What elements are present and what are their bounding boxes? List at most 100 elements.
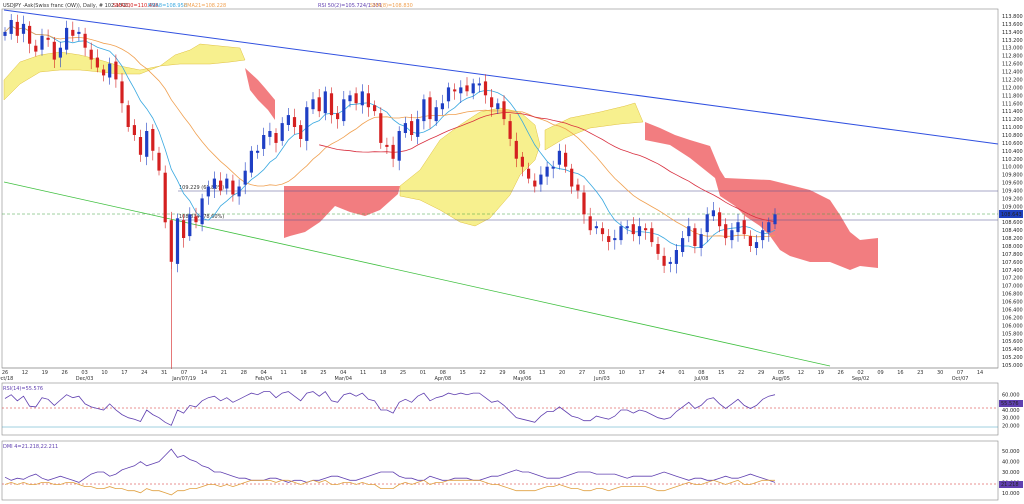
time-tick-label: 16 bbox=[897, 370, 903, 376]
time-tick-label: 01 bbox=[678, 370, 684, 376]
candle-body bbox=[699, 234, 703, 248]
time-axis: 26Oct/1812192603Dec/031017243107Jan/07/1… bbox=[0, 367, 998, 382]
candle-body bbox=[465, 85, 469, 92]
price-tick-label: 110.600 bbox=[1002, 141, 1023, 147]
candle-body bbox=[514, 140, 518, 159]
time-tick-label: 03 bbox=[599, 370, 605, 376]
candle-body bbox=[40, 35, 44, 50]
candle-body bbox=[588, 216, 592, 231]
candle-body bbox=[89, 49, 93, 60]
time-tick-label: 26 bbox=[62, 370, 68, 376]
price-tick-label: 113.600 bbox=[1002, 22, 1023, 28]
candle-body bbox=[668, 261, 672, 264]
candle-body bbox=[52, 41, 56, 60]
candle-body bbox=[428, 97, 432, 120]
candle-body bbox=[736, 222, 740, 233]
price-tick-label: 109.800 bbox=[1002, 173, 1023, 179]
candle-body bbox=[730, 230, 734, 241]
time-tick-label: 20 bbox=[559, 370, 565, 376]
time-month-label: Feb/04 bbox=[255, 376, 272, 382]
candle-body bbox=[582, 192, 586, 215]
candle-body bbox=[249, 150, 253, 173]
candle-body bbox=[28, 25, 32, 44]
rsi-value: 55.576 bbox=[1001, 401, 1019, 407]
time-tick-label: 27 bbox=[579, 370, 585, 376]
candle-body bbox=[754, 242, 759, 248]
candle-body bbox=[138, 137, 143, 155]
time-month-label: Mar/04 bbox=[335, 376, 352, 382]
price-tick-label: 112.000 bbox=[1002, 85, 1023, 91]
candle-body bbox=[219, 180, 223, 191]
candle-body bbox=[292, 117, 297, 127]
candle-body bbox=[385, 144, 389, 147]
candle-body bbox=[391, 144, 395, 159]
time-tick-label: 14 bbox=[977, 370, 983, 376]
candle-body bbox=[163, 172, 167, 223]
candle-body bbox=[373, 105, 377, 112]
time-tick-label: 09 bbox=[877, 370, 883, 376]
cloud-bear-1 bbox=[245, 68, 275, 120]
ma-fast-line bbox=[4, 25, 776, 249]
ema21-legend: EMA21=108.228 bbox=[184, 3, 226, 9]
candle-body bbox=[434, 107, 438, 122]
price-tick-label: 106.200 bbox=[1002, 315, 1023, 321]
candle-body bbox=[286, 115, 290, 125]
candle-body bbox=[102, 69, 106, 76]
candle-body bbox=[711, 210, 715, 217]
candle-body bbox=[477, 83, 481, 86]
time-tick-label: 11 bbox=[280, 370, 286, 376]
candle-body bbox=[206, 186, 210, 197]
rsi-tick-label: 60.000 bbox=[1002, 393, 1020, 399]
time-tick-label: 19 bbox=[42, 370, 48, 376]
candle-body bbox=[108, 63, 112, 78]
candle-body bbox=[77, 31, 81, 34]
candle-body bbox=[705, 214, 709, 233]
time-tick-label: 25 bbox=[400, 370, 406, 376]
price-tick-label: 106.800 bbox=[1002, 292, 1023, 298]
time-month-label: Jul/08 bbox=[693, 376, 708, 382]
candle-body bbox=[3, 31, 7, 36]
dmi-tick-label: 40.000 bbox=[1002, 460, 1020, 466]
candlesticks bbox=[3, 14, 777, 369]
time-tick-label: 19 bbox=[818, 370, 824, 376]
time-tick-label: 18 bbox=[300, 370, 306, 376]
price-tick-label: 111.200 bbox=[1002, 117, 1023, 123]
time-tick-label: 14 bbox=[201, 370, 207, 376]
time-tick-label: 22 bbox=[479, 370, 485, 376]
time-month-label: Sep/02 bbox=[852, 376, 869, 382]
price-tick-label: 109.400 bbox=[1002, 189, 1023, 195]
candle-body bbox=[410, 121, 414, 135]
time-tick-label: 07 bbox=[181, 370, 187, 376]
time-tick-label: 17 bbox=[121, 370, 127, 376]
time-tick-label: 21 bbox=[221, 370, 227, 376]
candle-body bbox=[348, 95, 352, 102]
candle-body bbox=[681, 238, 685, 252]
time-tick-label: 10 bbox=[101, 370, 107, 376]
candle-body bbox=[329, 93, 334, 116]
time-month-label: Dec/03 bbox=[76, 376, 94, 382]
candle-body bbox=[761, 230, 765, 241]
price-tick-label: 111.600 bbox=[1002, 101, 1023, 107]
rsi-legend: RSI 50(2)=105.724/1.331 bbox=[318, 3, 382, 9]
time-tick-label: 28 bbox=[241, 370, 247, 376]
candle-body bbox=[440, 103, 444, 110]
candle-body bbox=[403, 123, 407, 133]
time-tick-label: 13 bbox=[539, 370, 545, 376]
time-month-label: Oct/18 bbox=[0, 376, 13, 382]
candle-body bbox=[453, 89, 457, 92]
time-tick-label: 10 bbox=[619, 370, 625, 376]
price-tick-label: 112.600 bbox=[1002, 62, 1023, 68]
candle-body bbox=[305, 107, 309, 141]
candle-body bbox=[145, 131, 149, 157]
candle-body bbox=[742, 220, 746, 235]
cloud-bull-1 bbox=[3, 43, 246, 101]
candle-body bbox=[496, 103, 500, 110]
candle-body bbox=[65, 27, 69, 50]
price-tick-label: 112.800 bbox=[1002, 54, 1023, 60]
candle-body bbox=[336, 113, 340, 120]
time-tick-label: 01 bbox=[420, 370, 426, 376]
dmi-panel bbox=[1, 440, 999, 501]
price-tick-label: 105.200 bbox=[1002, 355, 1023, 361]
